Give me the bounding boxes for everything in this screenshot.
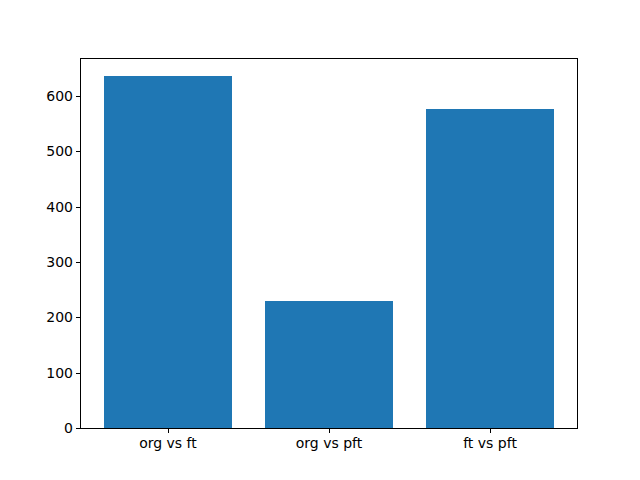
axes-area bbox=[80, 58, 578, 429]
x-tick-label: ft vs pft bbox=[463, 436, 517, 450]
x-tick-label: org vs ft bbox=[139, 436, 197, 450]
y-tick-label: 0 bbox=[64, 421, 73, 435]
y-tick-label: 200 bbox=[46, 310, 73, 324]
y-tick-label: 400 bbox=[46, 200, 73, 214]
y-tick-label: 500 bbox=[46, 144, 73, 158]
y-axis-tick bbox=[76, 317, 80, 318]
y-axis-tick bbox=[76, 428, 80, 429]
y-axis-tick bbox=[76, 373, 80, 374]
x-axis-tick bbox=[168, 429, 169, 433]
y-tick-label: 100 bbox=[46, 366, 73, 380]
y-axis-tick bbox=[76, 262, 80, 263]
y-axis-tick bbox=[76, 151, 80, 152]
y-axis-tick bbox=[76, 96, 80, 97]
y-tick-label: 300 bbox=[46, 255, 73, 269]
y-tick-label: 600 bbox=[46, 89, 73, 103]
bar-chart-figure: 0 100 200 300 400 500 600 org vs ft org vs pft ft… bbox=[0, 0, 640, 480]
bar-ft-vs-pft bbox=[426, 109, 555, 428]
x-axis-tick bbox=[490, 429, 491, 433]
x-tick-label: org vs pft bbox=[296, 436, 363, 450]
bar-org-vs-pft bbox=[265, 301, 394, 428]
y-axis-tick bbox=[76, 207, 80, 208]
bar-org-vs-ft bbox=[104, 76, 233, 428]
x-axis-tick bbox=[329, 429, 330, 433]
